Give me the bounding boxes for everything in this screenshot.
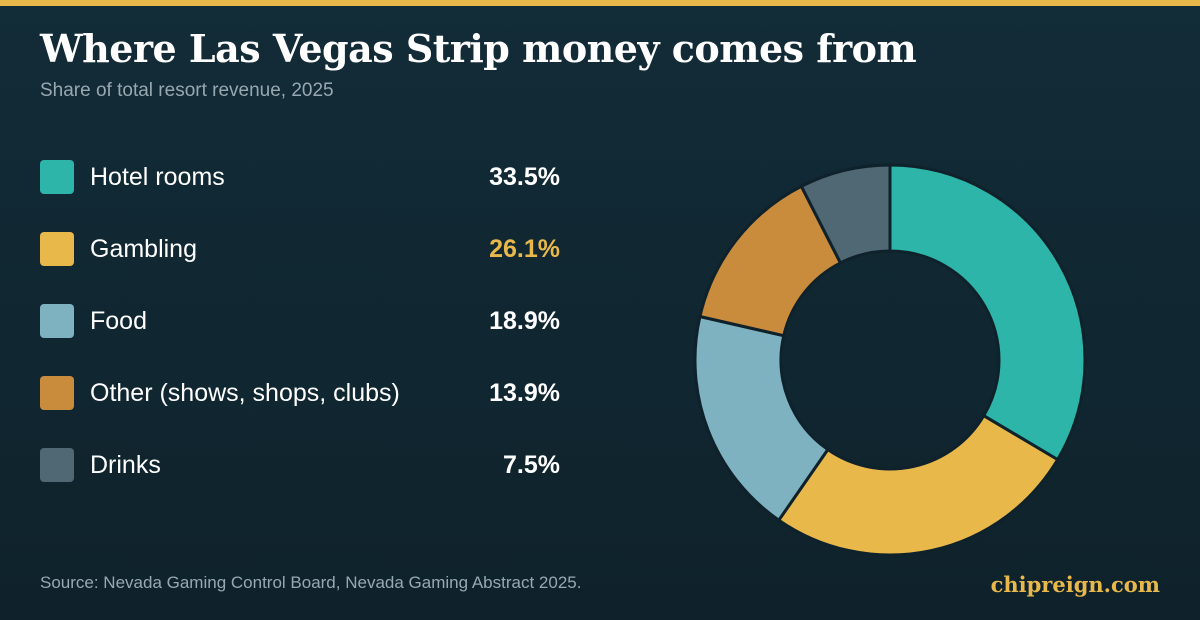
- chart-title: Where Las Vegas Strip money comes from: [40, 26, 917, 71]
- legend-value: 7.5%: [503, 451, 560, 479]
- legend-value: 33.5%: [489, 163, 560, 191]
- donut-slice-food: [693, 315, 830, 522]
- chart-subtitle: Share of total resort revenue, 2025: [40, 80, 334, 101]
- legend-label: Drinks: [90, 451, 161, 479]
- brand-logo: chipreign.com: [990, 572, 1160, 597]
- legend-label: Gambling: [90, 235, 197, 263]
- source-note: Source: Nevada Gaming Control Board, Nev…: [40, 573, 582, 592]
- legend-swatch: [40, 376, 74, 410]
- legend-item-gambling: Gambling 26.1%: [40, 232, 560, 304]
- legend-value: 13.9%: [489, 379, 560, 407]
- donut-slice-drinks: [799, 163, 892, 265]
- legend-swatch: [40, 304, 74, 338]
- donut-chart: [693, 163, 1087, 557]
- donut-slice-hotel-rooms: [888, 163, 1087, 462]
- legend-item-food: Food 18.9%: [40, 304, 560, 376]
- legend-item-other: Other (shows, shops, clubs) 13.9%: [40, 376, 560, 448]
- legend-value: 26.1%: [489, 235, 560, 263]
- legend-item-hotel-rooms: Hotel rooms 33.5%: [40, 160, 560, 232]
- legend: Hotel rooms 33.5% Gambling 26.1% Food 18…: [40, 160, 560, 520]
- legend-value: 18.9%: [489, 307, 560, 335]
- legend-label: Other (shows, shops, clubs): [90, 379, 400, 407]
- top-accent-bar: [0, 0, 1200, 6]
- legend-item-drinks: Drinks 7.5%: [40, 448, 560, 520]
- donut-slice-gambling: [777, 414, 1060, 557]
- legend-label: Hotel rooms: [90, 163, 225, 191]
- legend-swatch: [40, 232, 74, 266]
- legend-swatch: [40, 160, 74, 194]
- legend-label: Food: [90, 307, 147, 335]
- legend-swatch: [40, 448, 74, 482]
